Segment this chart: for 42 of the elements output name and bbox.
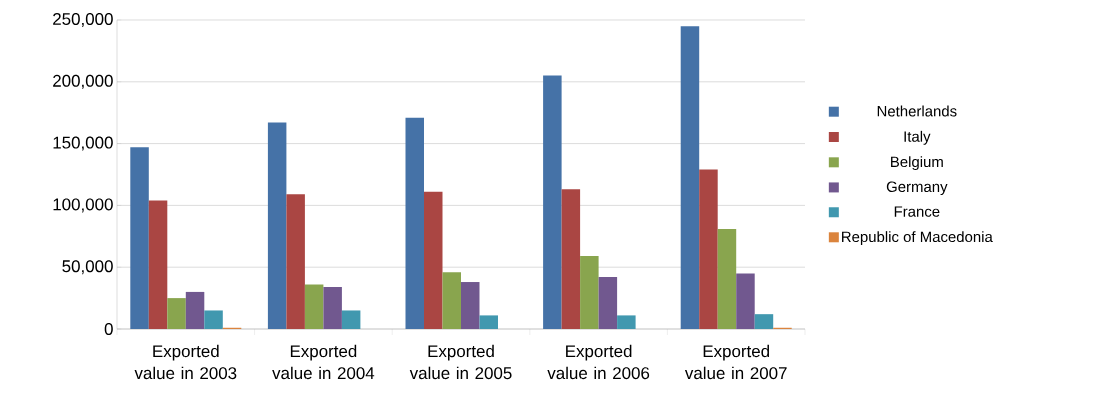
x-tick-label: Exported value in 2004 xyxy=(272,344,375,380)
y-tick-label: 200,000 xyxy=(53,74,113,89)
bar xyxy=(598,277,618,329)
x-tick-label: Exported value in 2007 xyxy=(684,344,787,380)
y-tick-label: 0 xyxy=(104,323,113,335)
bar xyxy=(617,315,636,329)
bar xyxy=(267,122,287,329)
x-tick-label: Exported value in 2005 xyxy=(409,344,512,380)
bar xyxy=(543,75,562,329)
bar xyxy=(304,284,324,329)
bar xyxy=(680,26,700,329)
bar xyxy=(461,282,480,329)
bar xyxy=(204,310,223,329)
bar xyxy=(405,117,424,329)
bar xyxy=(341,310,361,329)
bar xyxy=(717,228,737,329)
bar xyxy=(167,298,186,329)
legend-label: Republic of Macedonia xyxy=(842,231,993,246)
text: France xyxy=(894,206,940,217)
x-tick-label: Exported value in 2006 xyxy=(547,344,650,380)
y-tick-label: 50,000 xyxy=(62,260,113,275)
bar xyxy=(130,147,149,329)
bar xyxy=(699,169,718,329)
y-tick-label: 150,000 xyxy=(53,136,113,151)
bar xyxy=(561,189,581,329)
text: Netherlands xyxy=(877,105,957,117)
text: Italy xyxy=(904,130,931,145)
bar xyxy=(148,200,168,329)
bar xyxy=(442,272,461,329)
bar xyxy=(479,315,498,329)
bar xyxy=(754,314,774,329)
bar xyxy=(286,194,305,329)
text: Belgium xyxy=(891,156,943,171)
x-tick-label: Exported value in 2003 xyxy=(134,344,237,380)
text: Germany xyxy=(886,181,948,195)
y-tick-label: 250,000 xyxy=(53,13,113,27)
y-tick-label: 100,000 xyxy=(53,198,113,213)
bar xyxy=(424,191,443,329)
bar xyxy=(185,291,205,329)
bar xyxy=(580,256,599,329)
bar xyxy=(323,286,342,329)
bar xyxy=(736,273,755,329)
